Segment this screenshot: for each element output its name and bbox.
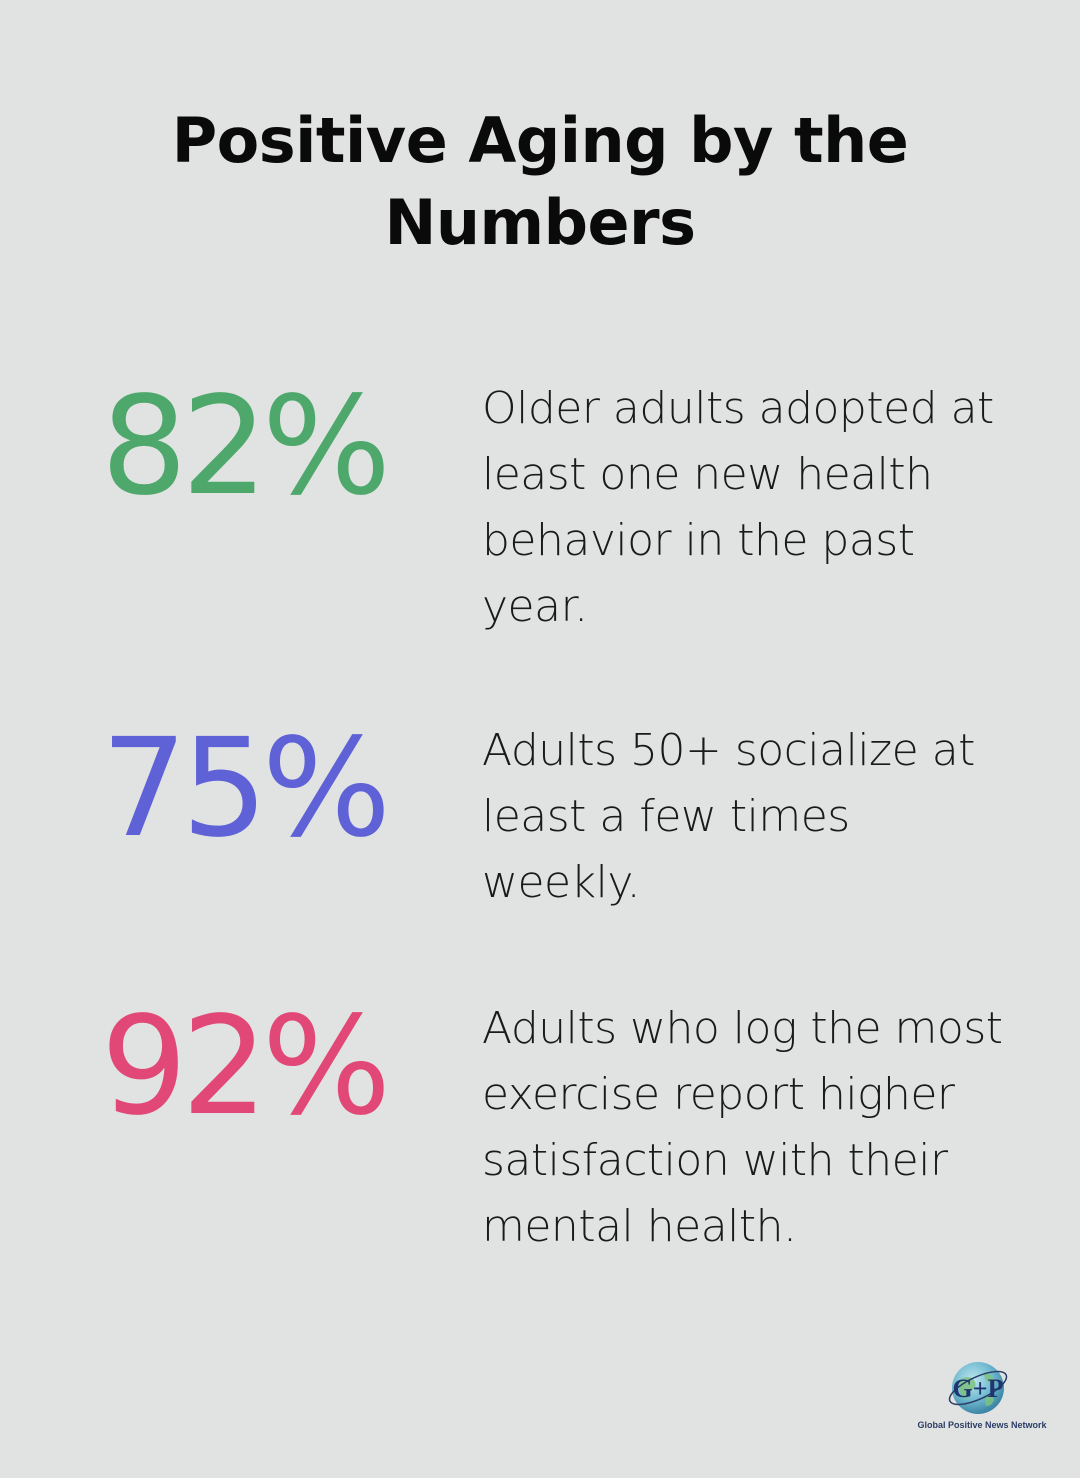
page-title: Positive Aging by the Numbers: [171, 104, 909, 259]
stat-description: Adults who log the most exercise report …: [482, 1003, 1003, 1252]
logo-caption: Global Positive News Network: [917, 1420, 1047, 1430]
logo-mark: G+P: [953, 1374, 1004, 1403]
stat-value: 75%: [100, 710, 391, 868]
stat-description: Older adults adopted at least one new he…: [482, 383, 994, 632]
stat-description: Adults 50+ socialize at least a few time…: [482, 725, 975, 908]
globe-logo-icon: G+P: [948, 1362, 1008, 1414]
stat-value: 82%: [100, 368, 391, 526]
brand-logo: G+P Global Positive News Network: [912, 1356, 1052, 1436]
stat-value: 92%: [100, 988, 391, 1146]
